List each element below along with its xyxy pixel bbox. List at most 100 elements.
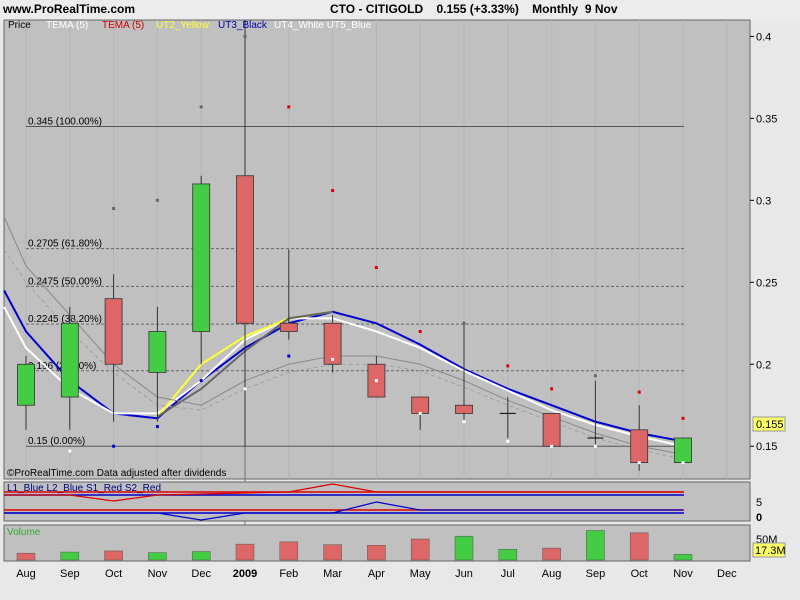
footer-note: ©ProRealTime.com Data adjusted after div… — [7, 468, 226, 479]
x-tick-label: May — [410, 568, 431, 580]
fib-label: 0.2475 (50.00%) — [28, 276, 102, 287]
gray-dot — [593, 374, 597, 378]
y-tick-label: 0.35 — [756, 113, 777, 125]
white-dot — [462, 420, 466, 424]
indicator-red-wave — [4, 483, 683, 502]
candle-body — [674, 437, 692, 464]
last-price-tag — [752, 416, 786, 432]
white-dot — [243, 387, 247, 391]
gray-dot — [155, 198, 159, 202]
volume-last-tag — [752, 542, 786, 558]
price-panel — [3, 19, 751, 480]
legend-ut45: UT4_White UT5_Blue — [274, 20, 372, 31]
volume-bar — [454, 535, 474, 561]
x-tick-label: Jul — [501, 568, 515, 580]
legend-ut3: UT3_Black — [218, 20, 268, 31]
candle-body — [411, 396, 430, 414]
red-dot — [374, 266, 378, 270]
white-dot — [418, 411, 422, 415]
last-price-label: 0.155 — [756, 419, 784, 431]
title-bar: www.ProRealTime.com CTO - CITIGOLD 0.155… — [0, 0, 800, 20]
blue-dot — [287, 354, 291, 358]
legend-tema-1: TEMA (5) — [46, 20, 88, 31]
candle-body — [192, 183, 211, 332]
x-tick-label: Jun — [455, 568, 473, 580]
red-dot — [418, 329, 422, 333]
red-dot — [506, 364, 510, 368]
x-tick-label: Dec — [717, 568, 737, 580]
red-dot — [681, 416, 685, 420]
indicator-blue-wave — [4, 501, 683, 521]
gray-dot — [462, 321, 466, 325]
x-tick-label: Apr — [368, 568, 385, 580]
candle-body — [104, 298, 123, 365]
red-dot — [287, 105, 291, 109]
x-tick-label: Aug — [542, 568, 562, 580]
white-dot — [506, 439, 510, 443]
volume-bar — [586, 530, 605, 561]
candle-body — [236, 175, 254, 324]
x-tick-label: 2009 — [233, 568, 257, 580]
blue-dot — [112, 444, 116, 448]
candle-body — [279, 322, 298, 332]
candle-body — [148, 331, 167, 373]
blue-dot — [199, 379, 203, 383]
white-dot — [68, 449, 72, 453]
white-dot — [681, 461, 685, 465]
candle-body — [323, 322, 342, 365]
site-name: www.ProRealTime.com — [3, 2, 136, 16]
candle-body — [542, 413, 561, 447]
x-tick-label: Oct — [105, 568, 122, 580]
y-tick-label: 0.2 — [756, 359, 771, 371]
white-dot — [637, 461, 641, 465]
volume-bar — [148, 552, 167, 561]
gray-dot — [243, 34, 247, 38]
volume-bar — [16, 552, 36, 561]
white-dot — [374, 379, 378, 383]
red-dot — [550, 387, 554, 391]
y-tick-label: 0.15 — [756, 441, 777, 453]
indicator-label-5: 5 — [756, 497, 762, 509]
x-tick-label: Dec — [191, 568, 211, 580]
y-tick-label: 0.4 — [756, 31, 771, 43]
y-tick-label: 0.3 — [756, 195, 771, 207]
volume-bar — [367, 545, 386, 561]
candle-body — [60, 322, 79, 398]
x-tick-label: Nov — [148, 568, 168, 580]
legend-tema-2: TEMA (5) — [102, 20, 144, 31]
fib-label: 0.2245 (38.20%) — [28, 314, 102, 325]
volume-bar — [279, 541, 299, 561]
x-tick-label: Oct — [631, 568, 648, 580]
x-tick-label: Mar — [323, 568, 342, 580]
legend-volume: Volume — [7, 527, 41, 538]
red-dot — [331, 188, 335, 192]
white-dot — [550, 444, 554, 448]
volume-bar — [191, 551, 211, 561]
volume-bar — [498, 548, 518, 561]
volume-bar — [542, 547, 561, 561]
legend-lines: L1_Blue L2_Blue S1_Red S2_Red — [7, 483, 161, 494]
red-dot — [637, 390, 641, 394]
x-tick-label: Feb — [279, 568, 298, 580]
gray-dot — [112, 207, 116, 211]
legend-ut2: UT2_Yellow — [156, 20, 210, 31]
fib-label: 0.15 (0.00%) — [28, 436, 85, 447]
indicator-panel — [3, 481, 751, 522]
indicator-label-0: 0 — [756, 512, 762, 524]
gray-dot — [199, 105, 203, 109]
volume-bar — [235, 543, 255, 561]
candle-body — [455, 404, 473, 414]
volume-bar — [60, 551, 80, 561]
chart-title: CTO - CITIGOLD 0.155 (+3.33%) Monthly 9 … — [330, 2, 618, 16]
fib-label: 0.345 (100.00%) — [28, 117, 102, 128]
white-dot — [593, 444, 597, 448]
volume-bar — [410, 538, 430, 561]
volume-last-label: 17.3M — [755, 545, 786, 557]
volume-bar — [673, 554, 693, 561]
white-dot — [331, 357, 335, 361]
x-tick-label: Aug — [16, 568, 36, 580]
fib-label: 0.2705 (61.80%) — [28, 239, 102, 250]
candle-body — [17, 363, 35, 406]
volume-bar — [104, 550, 123, 561]
